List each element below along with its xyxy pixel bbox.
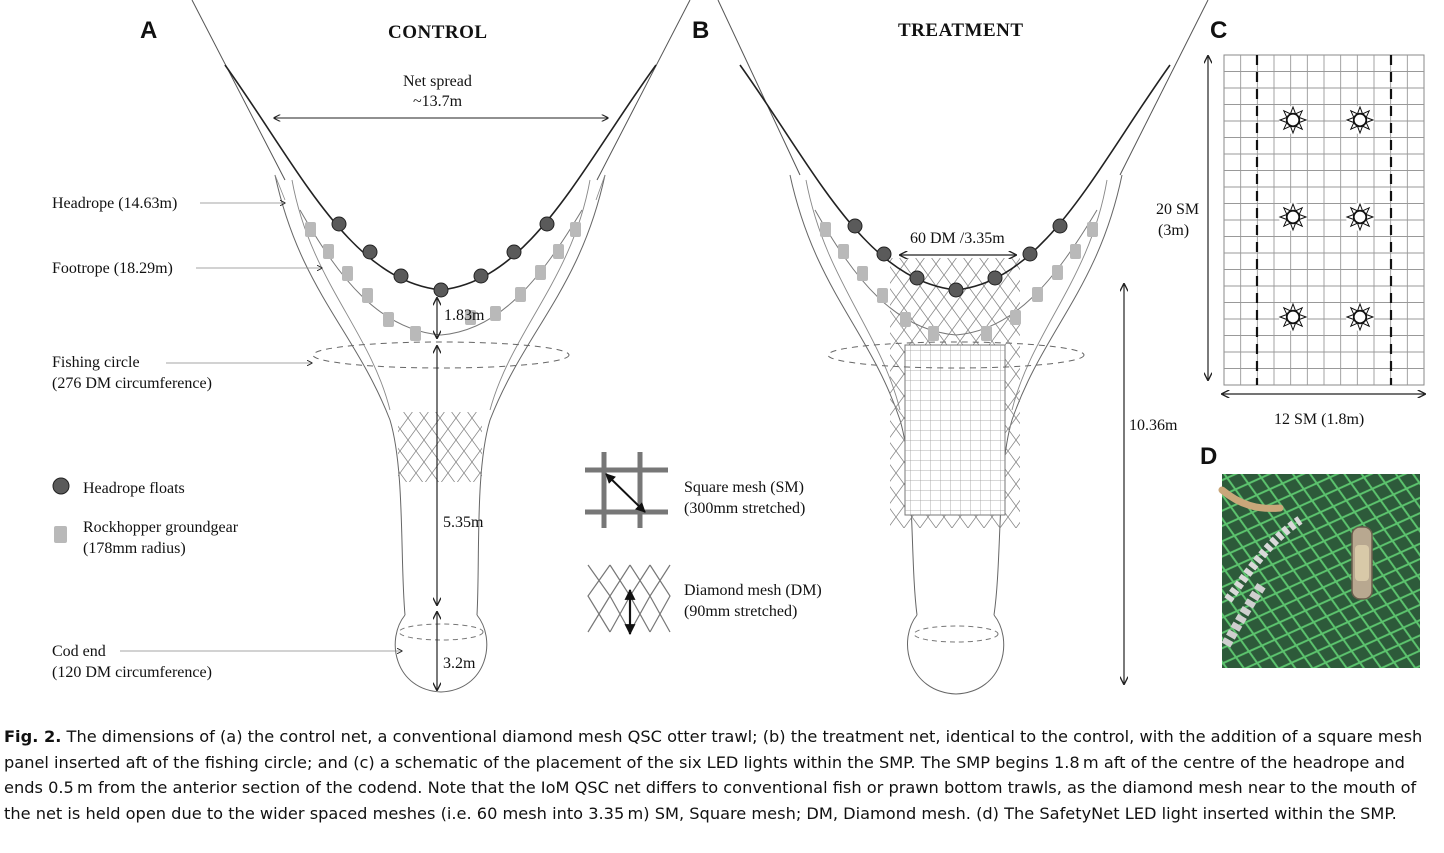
net-outline-left-outer [274,174,406,616]
square-mesh-grid-b [905,345,1005,515]
cod-end-circle [398,623,484,641]
footrope-label: Footrope (18.29m) [52,260,173,277]
legend-float-icon [52,477,70,495]
led-photo [1218,474,1420,668]
float-icon [331,216,347,232]
fishing-circle-b [827,341,1085,369]
warp-left [191,0,286,181]
square-mesh-icon [585,452,668,528]
rockhopper-icon [465,310,476,325]
panel-c: C 20 SM (3m) 12 SM (1.8m) [1156,17,1425,428]
dim-label-2: 5.35m [443,514,484,531]
panel-c-letter: C [1210,17,1227,44]
rockhopper-icon [570,222,581,237]
mesh-key: Square mesh (SM) (300mm stretched) Diamo… [585,452,822,636]
panel-a-title: CONTROL [388,22,488,43]
dm-label-b: 60 DM /3.35m [910,230,1005,247]
warp-right-b [1119,0,1209,176]
cod-end-label-1: Cod end [52,643,106,660]
led-sun-icon [1345,302,1375,332]
rockhopper-icon [342,266,353,281]
net-spread-label-1: Net spread [403,73,472,90]
fishing-circle [312,341,570,369]
dim-label-3: 3.2m [443,655,476,672]
rockhopper-icon [410,326,421,341]
net-outline-right-inner [489,179,591,411]
float-icon [506,244,522,260]
fishing-circle-label-2: (276 DM circumference) [52,375,212,392]
cod-end-bulb [394,614,488,693]
panel-a: A CONTROL [52,0,691,693]
net-outline-left-inner [291,179,391,411]
panel-d: D [1200,443,1420,668]
warp-left-b [717,0,801,176]
length-label-b: 10.36m [1129,417,1178,434]
caption-fig-label: Fig. 2. [4,727,62,746]
rockhopper-icon [490,306,501,321]
led-sun-icon [1278,105,1308,135]
float-icon [473,268,489,284]
square-mesh-arrow [605,473,646,513]
panel-b-letter: B [692,17,709,44]
led-sun-icon [1345,105,1375,135]
rockhopper-icon [553,244,564,259]
float-set-b [847,218,1068,298]
figure-2: A CONTROL [52,0,1444,695]
rockhopper-icon [305,222,316,237]
square-mesh-label-2: (300mm stretched) [684,500,805,517]
legend-rockhopper-label-1: Rockhopper groundgear [83,519,239,536]
cod-end-label-2: (120 DM circumference) [52,664,212,681]
float-icon [362,244,378,260]
panel-d-letter: D [1200,443,1217,470]
figure-caption: Fig. 2. The dimensions of (a) the contro… [4,724,1436,826]
float-icon [433,282,449,298]
led-lights [1278,105,1375,332]
diamond-mesh-icon [587,564,671,633]
rockhopper-icon [515,287,526,302]
rockhopper-set-b [820,222,1098,341]
dim-label-1: 1.83m [444,307,485,324]
headrope-label: Headrope (14.63m) [52,195,177,212]
rockhopper-icon [535,265,546,280]
diamond-mesh-label-1: Diamond mesh (DM) [684,582,822,599]
led-sun-icon [1278,302,1308,332]
legend-floats-label: Headrope floats [83,480,185,497]
net-spread-label-2: ~13.7m [413,93,463,110]
panel-b: B TREATMENT [692,0,1209,695]
panel-b-title: TREATMENT [898,20,1024,41]
float-icon [393,268,409,284]
rockhopper-icon [362,288,373,303]
caption-text: The dimensions of (a) the control net, a… [4,727,1423,823]
cod-end-circle-b [913,625,999,643]
diamond-mesh-label-2: (90mm stretched) [684,603,797,620]
panel-a-letter: A [140,17,157,44]
diamond-mesh-patch [398,412,482,482]
rockhopper-icon [383,312,394,327]
legend-rockhopper-icon [54,526,67,543]
square-mesh-label-1: Square mesh (SM) [684,479,804,496]
float-icon [539,216,555,232]
height-label-c-1: 20 SM [1156,201,1199,218]
warp-right [596,0,691,181]
fishing-circle-label-1: Fishing circle [52,354,140,371]
legend-rockhopper-label-2: (178mm radius) [83,540,186,557]
rockhopper-set-a [305,222,581,341]
height-label-c-2: (3m) [1158,222,1189,239]
headrope-line-b [739,64,1171,291]
width-label-c: 12 SM (1.8m) [1274,411,1364,428]
cod-end-bulb-b [907,614,1005,695]
rockhopper-icon [323,244,334,259]
led-sun-icon [1345,202,1375,232]
float-set-a [331,216,555,298]
net-outline-right-outer [476,174,606,616]
led-sun-icon [1278,202,1308,232]
